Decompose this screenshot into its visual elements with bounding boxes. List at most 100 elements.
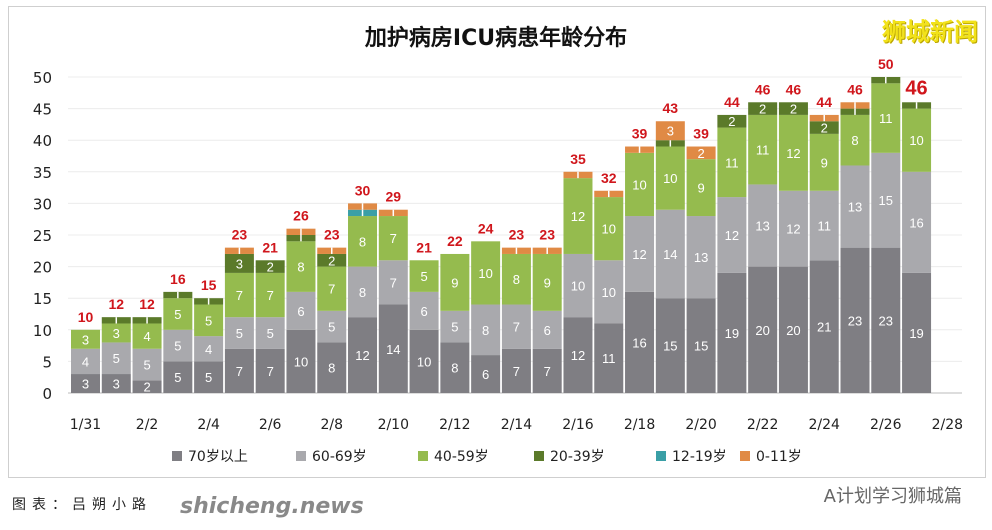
segment-label: 8 [359,234,366,249]
total-label: 32 [601,170,617,186]
segment-label: 10 [294,354,308,369]
segment-label: 12 [632,247,646,262]
segment-label: 6 [544,323,551,338]
segment-label: 3 [667,124,674,139]
segment-label: 11 [725,155,739,170]
segment-label: 8 [451,361,458,376]
bar-segment [317,266,347,311]
bar-segment [409,260,439,292]
bar-segment [317,342,347,393]
y-tick-label: 5 [42,353,52,371]
segment-label: 6 [297,304,304,319]
segment-label: 19 [909,326,923,341]
segment-label: 5 [236,326,243,341]
segment-label: 8 [851,133,858,148]
bar-segment [902,272,932,393]
segment-label: 8 [482,323,489,338]
segment-label: 15 [663,339,677,354]
bar-segment [163,329,193,362]
bar-segment [224,317,254,349]
total-label: 10 [78,309,94,325]
account-name: A计划学习狮城篇 [823,486,962,507]
bar-segment [71,374,100,393]
y-tick-label: 30 [33,195,52,213]
bar-segment [317,310,347,343]
segment-label: 8 [359,285,366,300]
segment-label: 3 [113,326,120,341]
bar-segment [563,317,593,393]
segment-label: 7 [544,364,551,379]
y-tick-label: 20 [33,259,52,277]
bar-segment [501,253,531,305]
total-label: 23 [539,227,555,243]
segment-label: 8 [328,361,335,376]
x-tick-label: 1/31 [70,417,101,433]
segment-label: 19 [725,326,739,341]
segment-label: 4 [205,342,212,357]
segment-label: 2 [143,380,150,395]
segment-label: 10 [417,354,431,369]
bar-segment [686,159,716,217]
bar-segment [625,291,655,393]
segment-label: 3 [113,377,120,392]
segment-label: 7 [390,231,397,246]
segment-label: 9 [697,181,704,196]
total-label: 39 [693,126,709,142]
bar-segment [71,329,100,349]
segment-label: 7 [267,364,274,379]
bar-segment [748,266,778,393]
bar-segment [532,253,562,311]
bar-segment [194,336,224,362]
total-label: 23 [509,227,525,243]
bar-segment [778,114,808,191]
y-tick-label: 35 [33,164,52,182]
segment-label: 2 [328,253,335,268]
segment-label: 7 [390,275,397,290]
bar-segment [778,190,808,267]
bar-segment [717,114,747,128]
bar-segment [224,272,254,318]
segment-label: 10 [632,177,646,192]
bar-segment [71,348,100,375]
bar-segment [101,323,131,343]
bar-segment [348,266,378,318]
bar-segment [655,298,685,393]
segment-label: 11 [756,143,770,158]
y-tick-label: 50 [33,69,52,87]
segment-label: 2 [790,102,797,117]
segment-label: 13 [755,219,769,234]
x-tick-label: 2/4 [197,417,220,433]
segment-label: 10 [602,285,616,300]
watermark: shicheng.news [180,494,364,519]
segment-label: 8 [297,260,304,275]
total-label: 46 [755,81,771,97]
bar-segment [378,304,408,393]
total-label: 50 [878,56,894,72]
bar-segment [809,133,839,191]
segment-label: 3 [82,332,89,347]
bar-segment [686,146,716,160]
y-tick-label: 15 [33,290,52,308]
bar-segment [286,291,316,330]
legend-swatch [740,451,750,461]
bar-segment [501,348,531,393]
bar-segment [440,342,470,393]
bar-segment [163,361,193,393]
x-tick-label: 2/2 [136,417,159,433]
segment-label: 12 [571,348,585,363]
bar-segment [194,304,224,337]
chart-credit: 图表：吕朔小路 [12,497,152,513]
bar-segment [224,253,254,273]
total-label: 23 [232,227,248,243]
total-label: 46 [786,81,802,97]
segment-label: 10 [478,266,492,281]
segment-label: 5 [113,351,120,366]
bar-segment [348,317,378,393]
bar-segment [778,266,808,393]
chart-title: 加护病房ICU病患年龄分布 [364,26,628,51]
total-label: 44 [724,94,740,110]
bar-segment [409,329,439,393]
legend-label: 12-19岁 [672,449,727,465]
y-tick-label: 10 [33,322,52,340]
bar-segment [286,329,316,393]
